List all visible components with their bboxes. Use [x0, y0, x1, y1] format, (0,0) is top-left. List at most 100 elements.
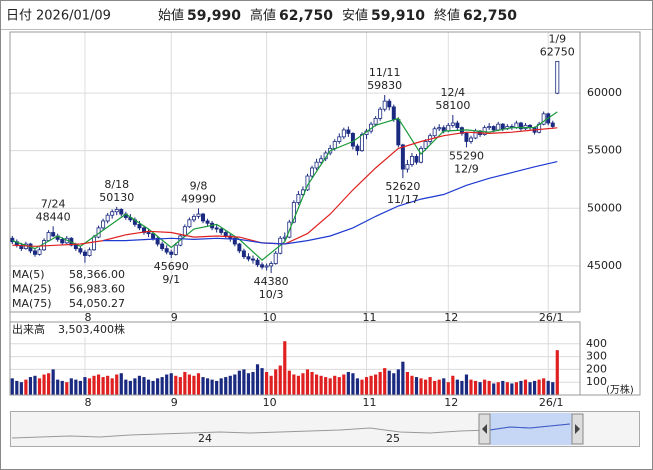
candle-body: [337, 136, 342, 142]
volume-bar: [283, 341, 287, 395]
volume-bar: [15, 380, 19, 395]
navigator-selected-line: [489, 423, 571, 431]
volume-title: 出来高: [12, 322, 45, 336]
ma-legend-value: 54,050.27: [69, 297, 125, 310]
header-label: 始値: [158, 8, 184, 24]
candle-body: [464, 132, 469, 142]
volume-bar: [174, 375, 178, 395]
annotation-value: 48440: [36, 210, 71, 223]
volume-tick-label: 300: [586, 350, 607, 363]
annotation-value: 50130: [99, 191, 134, 204]
volume-bar: [414, 377, 419, 395]
candle-body: [455, 122, 460, 129]
volume-bar: [292, 374, 296, 395]
volume-label-box: [11, 323, 133, 337]
annotation-date: 8/18: [104, 178, 129, 191]
candle-body: [319, 158, 324, 163]
header-label: 安値: [342, 8, 368, 24]
volume-bar: [115, 374, 119, 395]
ma-line: [103, 161, 558, 245]
volume-bar: [78, 380, 82, 395]
volume-bar: [419, 378, 423, 395]
volume-bar: [410, 375, 414, 395]
candle-body: [378, 108, 383, 119]
volume-bar: [378, 371, 382, 395]
volume-bar: [324, 377, 328, 395]
y-tick-label: 60000: [587, 86, 622, 99]
annotation-date: 12/9: [454, 162, 479, 175]
annotation-date: 10/3: [259, 288, 284, 301]
volume-bar: [342, 374, 346, 395]
candle-body: [541, 113, 546, 125]
volume-bar: [228, 375, 232, 395]
header-label: 高値: [250, 8, 276, 24]
candle-body: [187, 219, 192, 228]
candle-body: [341, 129, 346, 138]
volume-bar: [551, 382, 555, 395]
volume-bar: [10, 378, 14, 395]
x-tick-label: 9: [171, 311, 178, 324]
volume-bar: [383, 368, 387, 395]
candle-body: [409, 156, 414, 165]
volume-bar: [523, 379, 528, 395]
volume-bar: [392, 373, 396, 395]
navigator-label: 25: [386, 432, 400, 445]
volume-bar: [196, 373, 201, 395]
candle-body: [419, 147, 424, 163]
candle-body: [155, 237, 160, 245]
volume-bar: [60, 380, 64, 395]
volume-bar: [305, 369, 310, 395]
volume-bar: [555, 350, 559, 395]
volume-bar: [346, 371, 350, 395]
volume-bar: [74, 379, 78, 395]
volume-bar: [215, 380, 219, 395]
candle-body: [51, 232, 56, 237]
header-value: 59,990: [187, 8, 241, 24]
volume-bar: [183, 371, 187, 395]
candle-body: [414, 156, 419, 163]
volume-unit: (万株): [606, 383, 634, 396]
x-tick-label: 26/1: [539, 311, 564, 324]
volume-bar: [314, 374, 319, 395]
y-tick-label: 45000: [587, 259, 622, 272]
candle-body: [346, 129, 351, 134]
ma-legend-name: MA(25): [12, 283, 52, 296]
volume-bar: [296, 375, 300, 395]
volume-bar: [255, 364, 260, 395]
volume-bar: [333, 375, 337, 395]
candle-body: [214, 227, 219, 230]
candle-body: [201, 213, 206, 222]
candle-body: [260, 264, 265, 268]
y-tick-label: 50000: [587, 201, 622, 214]
volume-bar: [133, 378, 137, 395]
volume-bar: [528, 382, 532, 395]
candle-body: [373, 118, 378, 125]
volume-bar: [360, 379, 364, 395]
candle-body: [42, 240, 47, 251]
candle-body: [550, 122, 555, 127]
candle-body: [496, 123, 501, 131]
volume-bar: [337, 377, 341, 395]
volume-bar: [423, 379, 428, 395]
annotation-value: 62750: [540, 45, 575, 58]
annotation-value: 45690: [154, 260, 189, 273]
ma-legend-value: 58,366.00: [69, 268, 125, 281]
volume-bar: [146, 379, 151, 395]
volume-bar: [328, 378, 332, 395]
volume-tick-label: 400: [586, 337, 607, 350]
header-value: 62,750: [279, 8, 333, 24]
volume-bar: [224, 377, 228, 395]
volume-bar: [28, 377, 33, 395]
candle-body: [82, 251, 87, 256]
volume-bar: [464, 374, 469, 395]
volume-bar: [65, 382, 69, 395]
volume-bar: [187, 374, 191, 395]
volume-bar: [532, 380, 537, 395]
candle-body: [382, 100, 387, 110]
volume-bar: [319, 375, 323, 395]
volume-bar: [455, 379, 459, 395]
candle-body: [164, 248, 169, 253]
candle-body: [273, 252, 278, 265]
x-tick-label: 9: [171, 396, 178, 409]
